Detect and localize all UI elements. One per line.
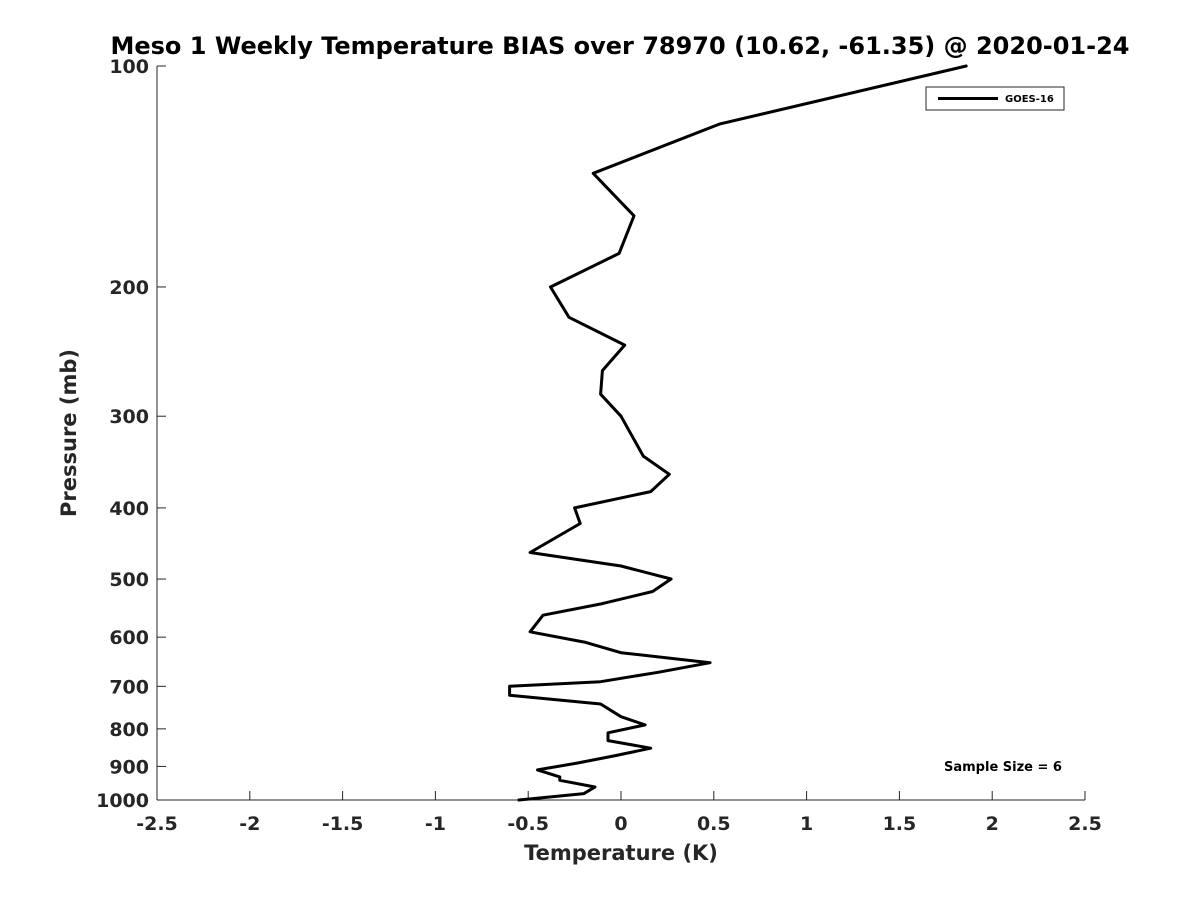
y-tick-label: 500 bbox=[109, 569, 149, 591]
y-tick-label: 900 bbox=[109, 756, 149, 778]
x-tick-label: -0.5 bbox=[507, 813, 549, 835]
y-tick-label: 100 bbox=[109, 56, 149, 78]
x-axis-label: Temperature (K) bbox=[524, 841, 718, 865]
x-tick-label: 1.5 bbox=[883, 813, 917, 835]
legend: GOES-16 bbox=[925, 86, 1065, 111]
x-axis-ticks: -2.5 -2 -1.5 -1 -0.5 0 0.5 1 1.5 2 2.5 bbox=[136, 791, 1102, 835]
y-tick-label: 200 bbox=[109, 277, 149, 299]
legend-entry-goes-16: GOES-16 bbox=[1005, 94, 1054, 105]
sample-size-annotation: Sample Size = 6 bbox=[944, 760, 1062, 775]
y-tick-label: 700 bbox=[109, 676, 149, 698]
x-tick-label: 0 bbox=[614, 813, 627, 835]
y-tick-label: 400 bbox=[109, 498, 149, 520]
x-tick-label: -2 bbox=[239, 813, 260, 835]
y-tick-label: 300 bbox=[109, 406, 149, 428]
x-tick-label: 2.5 bbox=[1068, 813, 1102, 835]
y-axis-label: Pressure (mb) bbox=[57, 349, 81, 517]
y-tick-label: 600 bbox=[109, 627, 149, 649]
x-tick-label: -1.5 bbox=[322, 813, 364, 835]
y-tick-label: 800 bbox=[109, 719, 149, 741]
plot-area: -2.5 -2 -1.5 -1 -0.5 0 0.5 1 1.5 2 2.5 100 200 300 40… bbox=[96, 56, 1102, 835]
series-layer bbox=[508, 64, 968, 802]
x-tick-label: -1 bbox=[425, 813, 446, 835]
chart-title: Meso 1 Weekly Temperature BIAS over 7897… bbox=[110, 32, 1129, 60]
y-axis-ticks: 100 200 300 400 500 600 700 800 900 1000 bbox=[96, 56, 166, 812]
x-tick-label: 1 bbox=[800, 813, 813, 835]
x-tick-label: 2 bbox=[986, 813, 999, 835]
y-tick-label: 1000 bbox=[96, 790, 149, 812]
series-line-goes-16 bbox=[508, 64, 968, 802]
x-tick-label: 0.5 bbox=[697, 813, 731, 835]
x-tick-label: -2.5 bbox=[136, 813, 178, 835]
